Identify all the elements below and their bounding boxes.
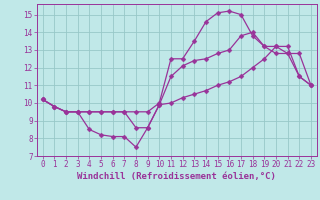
X-axis label: Windchill (Refroidissement éolien,°C): Windchill (Refroidissement éolien,°C) bbox=[77, 172, 276, 181]
